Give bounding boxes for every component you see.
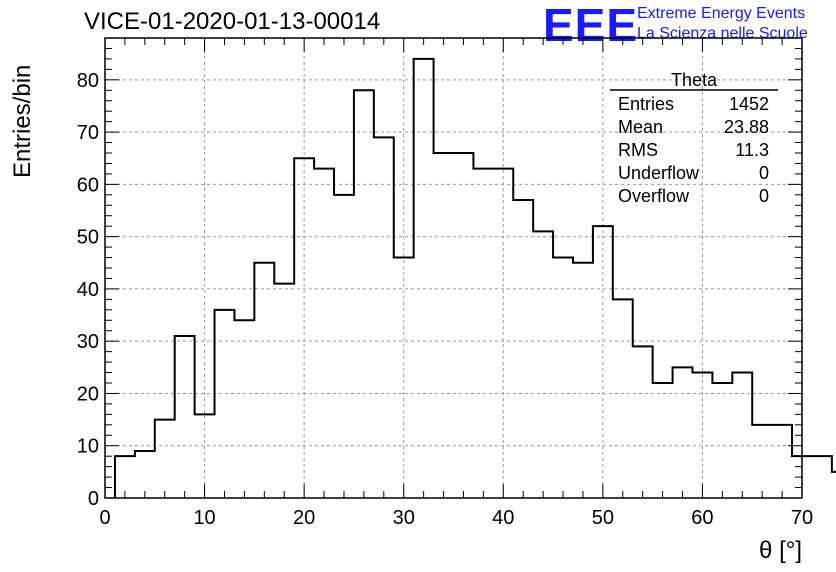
histogram-bin [732, 373, 752, 498]
histogram-step-line [113, 57, 836, 498]
stats-label: RMS [618, 140, 658, 160]
eee-logo: EEE [543, 0, 639, 51]
x-tick-label: 20 [293, 507, 315, 529]
histogram-bin [414, 59, 434, 498]
logo-line-1: Extreme Energy Events [637, 5, 806, 22]
y-tick-label: 30 [77, 331, 99, 353]
histogram-bin [354, 90, 374, 498]
x-tick-label: 10 [193, 507, 215, 529]
histogram-bin [553, 258, 573, 498]
x-tick-label: 60 [691, 507, 713, 529]
histogram-bin [314, 169, 334, 498]
x-tick-label: 70 [791, 507, 813, 529]
histogram-bin [215, 310, 235, 498]
histogram-bin [772, 425, 792, 498]
x-axis-title: θ [°] [759, 537, 802, 564]
histogram-bin [812, 456, 832, 498]
stats-box: Theta Entries 1452 Mean 23.88 RMS 11.3 Underflo… [610, 70, 778, 206]
stats-value: 11.3 [735, 140, 769, 160]
histogram-bin [135, 451, 155, 498]
stats-value: 23.88 [724, 117, 769, 137]
x-tick-label: 30 [393, 507, 415, 529]
histogram-bin [593, 226, 613, 498]
histogram-bin [673, 367, 693, 498]
stats-label: Mean [618, 117, 663, 137]
histogram-series [113, 57, 836, 498]
histogram-bin [633, 346, 653, 498]
histogram-bin [613, 299, 633, 498]
stats-value: 0 [759, 186, 769, 206]
histogram-bin [274, 284, 294, 498]
histogram-bin [454, 153, 474, 498]
histogram-bin [692, 373, 712, 498]
stats-value: 0 [759, 163, 769, 183]
histogram-bin [752, 425, 772, 498]
histogram-bin [394, 258, 414, 498]
y-tick-label: 50 [77, 227, 99, 249]
histogram-bin [334, 195, 354, 498]
histogram-bin [175, 336, 195, 498]
y-tick-label: 80 [77, 70, 99, 92]
y-tick-label: 10 [77, 436, 99, 458]
histogram-bin [234, 320, 254, 498]
histogram-bin [573, 263, 593, 498]
histogram-bin [712, 383, 732, 498]
histogram-bin [254, 263, 274, 498]
chart-title: VICE-01-2020-01-13-00014 [84, 8, 381, 35]
histogram-bin [374, 137, 394, 498]
histogram-bin [434, 153, 454, 498]
stats-label: Underflow [618, 163, 700, 183]
histogram-bin [513, 200, 533, 498]
y-axis-title: Entries/bin [9, 65, 36, 178]
y-tick-label: 40 [77, 279, 99, 301]
histogram-bin [533, 231, 553, 498]
stats-label: Entries [618, 94, 674, 114]
x-tick-label: 50 [592, 507, 614, 529]
y-axis-ticks: 0 10 20 30 40 50 60 70 80 [77, 37, 802, 510]
y-tick-label: 0 [88, 488, 99, 510]
histogram-bin [653, 383, 673, 498]
histogram-bin [155, 420, 175, 498]
histogram-bin [493, 169, 513, 498]
stats-title: Theta [671, 70, 718, 90]
y-tick-label: 70 [77, 122, 99, 144]
stats-label: Overflow [618, 186, 690, 206]
x-tick-label: 0 [99, 507, 110, 529]
x-tick-label: 40 [492, 507, 514, 529]
histogram-bin [832, 472, 836, 498]
stats-value: 1452 [729, 94, 769, 114]
histogram-bin [473, 169, 493, 498]
grid-lines [105, 38, 802, 498]
y-tick-label: 20 [77, 383, 99, 405]
x-axis-ticks: 0 10 20 30 40 50 60 70 [99, 38, 813, 529]
histogram-bin [294, 158, 314, 498]
y-tick-label: 60 [77, 174, 99, 196]
